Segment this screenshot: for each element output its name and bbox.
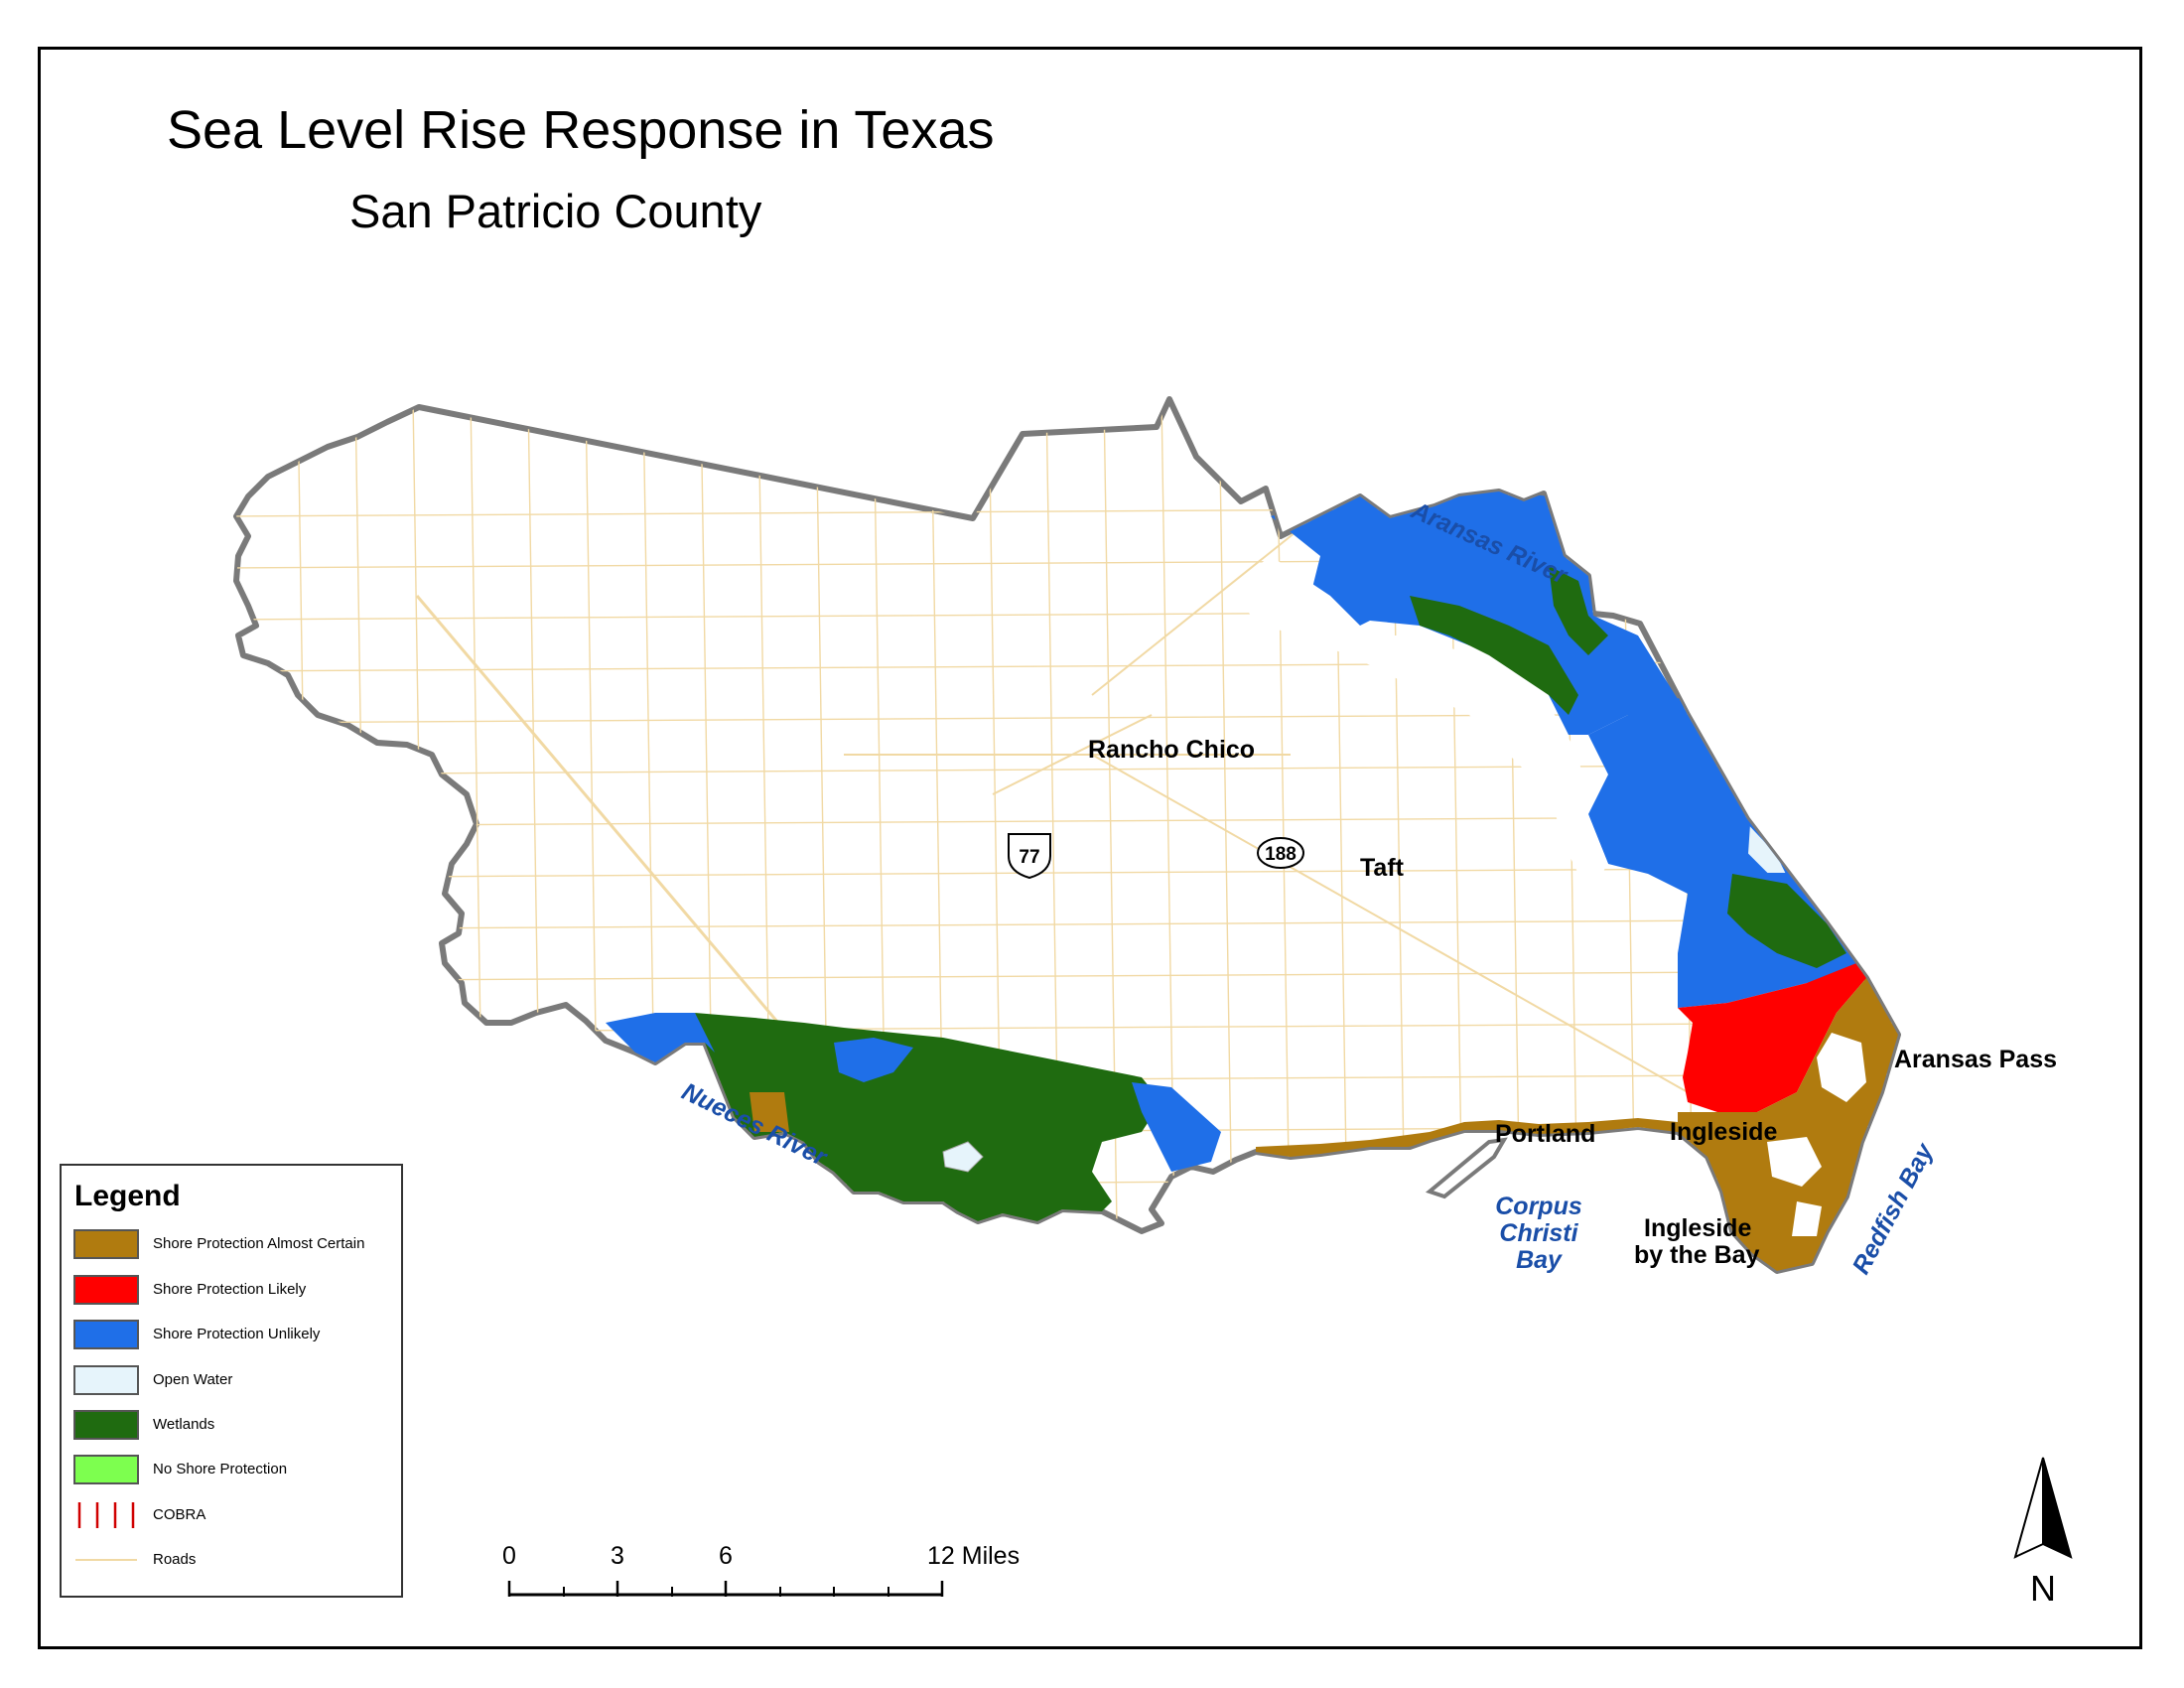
sh-188-shield: 188	[1257, 837, 1304, 869]
urban-patch-2	[1767, 1137, 1822, 1187]
urban-patch-1	[1817, 1033, 1866, 1102]
legend-swatch	[73, 1365, 139, 1395]
wetlands-aransas	[1410, 596, 1578, 715]
wetlands-east	[1727, 874, 1846, 968]
legend-label: Shore Protection Unlikely	[153, 1326, 321, 1342]
label-ingleside-bay-1: Ingleside	[1644, 1214, 1751, 1242]
label-rancho-chico: Rancho Chico	[1088, 736, 1255, 764]
road	[1218, 399, 1234, 1271]
wetlands-nueces	[695, 1013, 1161, 1221]
legend-title: Legend	[74, 1180, 181, 1212]
road	[236, 918, 1898, 930]
scale-tick-12: 12 Miles	[927, 1542, 1020, 1570]
label-portland: Portland	[1495, 1120, 1595, 1148]
zone-almost-certain-nueces	[750, 1092, 789, 1132]
sh-188-label: 188	[1265, 844, 1297, 865]
legend-swatch	[73, 1545, 139, 1575]
legend-item: No Shore Protection	[73, 1455, 401, 1488]
north-label: N	[2030, 1568, 2056, 1609]
road	[236, 867, 1898, 879]
legend-item: Wetlands	[73, 1410, 401, 1444]
road	[236, 970, 1898, 982]
zone-likely	[1678, 963, 1866, 1112]
legend: Legend Shore Protection Almost Certain Sh…	[60, 1164, 403, 1598]
inland-land-cutout	[1231, 556, 1608, 894]
legend-swatch	[73, 1275, 139, 1305]
north-arrow-icon: N	[2013, 1457, 2073, 1609]
label-taft: Taft	[1360, 854, 1405, 882]
scale-bar: 0 3 6 12 Miles	[502, 1542, 1020, 1597]
legend-item: Shore Protection Unlikely	[73, 1320, 401, 1353]
wetlands-aransas-mouth	[1549, 566, 1608, 655]
map-frame	[38, 47, 2142, 1649]
label-corpus-2: Christi	[1499, 1219, 1578, 1247]
label-aransas-pass: Aransas Pass	[1894, 1046, 2057, 1073]
legend-label: Roads	[153, 1551, 197, 1568]
label-corpus-3: Bay	[1516, 1246, 1563, 1274]
legend-item: COBRA	[73, 1500, 401, 1534]
road	[1091, 754, 1689, 1093]
legend-item: Shore Protection Almost Certain	[73, 1229, 401, 1263]
map-subtitle: San Patricio County	[349, 185, 762, 237]
zone-almost-certain-coast	[1256, 1118, 1678, 1158]
label-ingleside-bay-2: by the Bay	[1634, 1241, 1760, 1269]
portland-spit	[1425, 1137, 1508, 1199]
legend-swatch	[73, 1320, 139, 1349]
urban-patch-3	[1792, 1201, 1822, 1236]
zone-unlikely-nueces-west	[606, 1013, 715, 1062]
zone-unlikely-nueces-mid	[834, 1038, 913, 1082]
legend-label: Open Water	[153, 1371, 233, 1388]
label-corpus-1: Corpus	[1495, 1193, 1582, 1220]
label-redfish-bay: Redfish Bay	[1847, 1138, 1940, 1279]
us-77-shield: 77	[1008, 833, 1051, 880]
legend-label: Shore Protection Almost Certain	[153, 1235, 365, 1252]
us-77-label: 77	[1019, 847, 1039, 868]
legend-swatch	[73, 1455, 139, 1484]
legend-item: Shore Protection Likely	[73, 1275, 401, 1309]
scale-tick-0: 0	[502, 1542, 516, 1570]
zone-unlikely-aransas	[1271, 489, 1688, 735]
zone-unlikely-nueces-east	[1132, 1082, 1221, 1172]
scale-tick-6: 6	[719, 1542, 733, 1570]
legend-swatch	[73, 1229, 139, 1259]
open-water-nueces	[942, 1141, 984, 1173]
legend-item: Open Water	[73, 1365, 401, 1399]
label-ingleside: Ingleside	[1670, 1118, 1777, 1146]
scale-tick-3: 3	[611, 1542, 624, 1570]
legend-label: COBRA	[153, 1506, 206, 1523]
shore-zones	[606, 489, 1898, 1271]
legend-label: Shore Protection Likely	[153, 1281, 307, 1298]
legend-item: Roads	[73, 1545, 401, 1579]
legend-swatch	[73, 1500, 139, 1530]
legend-label: Wetlands	[153, 1416, 215, 1433]
legend-label: No Shore Protection	[153, 1461, 288, 1477]
map-title: Sea Level Rise Response in Texas	[167, 100, 995, 160]
legend-swatch	[73, 1410, 139, 1440]
road	[1103, 399, 1119, 1271]
